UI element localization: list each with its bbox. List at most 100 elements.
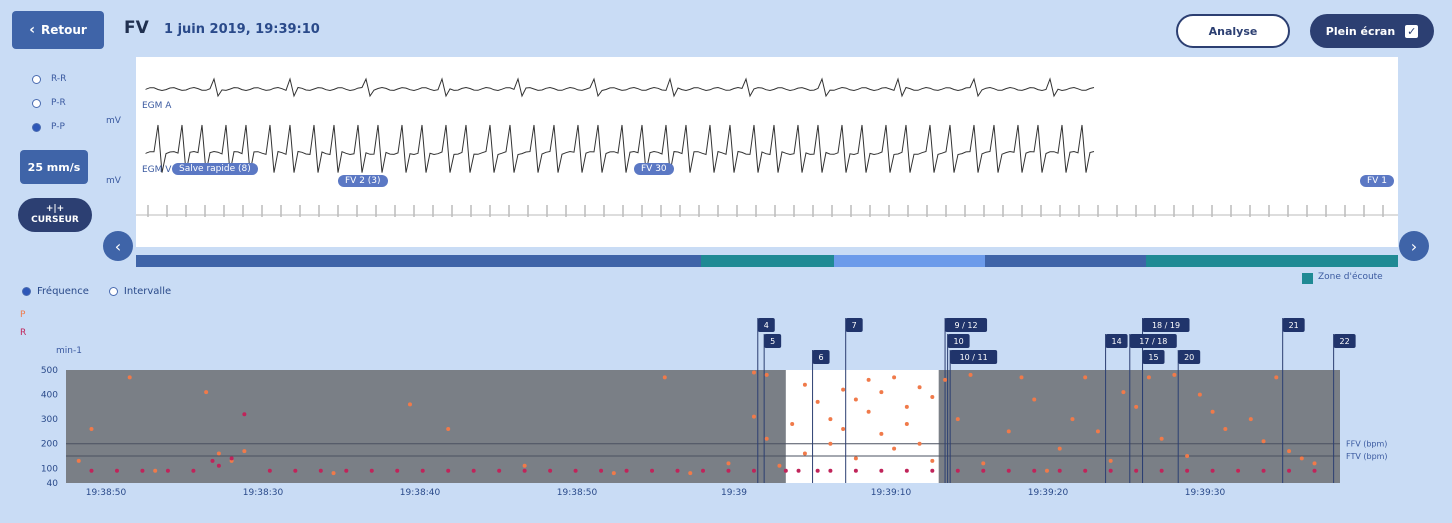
data-point-p xyxy=(815,399,820,404)
data-point-r xyxy=(114,468,119,473)
timeline-segment[interactable] xyxy=(136,255,702,267)
data-point-p xyxy=(1185,453,1190,458)
data-point-p xyxy=(751,370,756,375)
data-point-r xyxy=(815,468,820,473)
data-point-p xyxy=(879,390,884,395)
data-point-p xyxy=(955,417,960,422)
data-point-p xyxy=(1032,397,1037,402)
highlight-region xyxy=(785,370,939,483)
data-point-p xyxy=(751,414,756,419)
data-point-r xyxy=(1287,468,1292,473)
radio-pp[interactable]: P-P xyxy=(32,122,65,132)
timeline-segment[interactable] xyxy=(833,255,986,267)
data-point-p xyxy=(1134,404,1139,409)
analyse-button[interactable]: Analyse xyxy=(1176,14,1290,48)
data-point-r xyxy=(573,468,578,473)
data-point-p xyxy=(407,402,412,407)
episode-marker-box xyxy=(1129,334,1177,348)
y-tick-label: 40 xyxy=(47,479,59,489)
data-point-p xyxy=(943,377,948,382)
data-point-p xyxy=(1044,468,1049,473)
data-point-p xyxy=(89,426,94,431)
annotation-fv2[interactable]: FV 2 (3) xyxy=(338,175,388,187)
data-point-r xyxy=(318,468,323,473)
data-point-r xyxy=(89,468,94,473)
timeline-segment[interactable] xyxy=(985,255,1146,267)
data-point-r xyxy=(783,468,788,473)
timeline-segment[interactable] xyxy=(701,255,834,267)
data-point-r xyxy=(955,468,960,473)
radio-selected-icon[interactable] xyxy=(22,287,31,296)
episode-marker-box xyxy=(1178,350,1201,364)
x-tick-label: 19:39:30 xyxy=(1185,488,1226,498)
data-point-r xyxy=(210,458,215,463)
x-tick-label: 19:38:50 xyxy=(86,488,127,498)
data-point-r xyxy=(1185,468,1190,473)
data-point-r xyxy=(420,468,425,473)
timeline-bar[interactable] xyxy=(136,255,1398,267)
y-tick-label: 500 xyxy=(41,366,58,376)
scatter-chart[interactable]: 40 100 200 300 400 500 19:38:50 19:38:30 19:38:4… xyxy=(0,300,1452,515)
data-point-p xyxy=(662,375,667,380)
data-point-p xyxy=(446,426,451,431)
radio-icon[interactable] xyxy=(32,98,41,108)
episode-marker-box xyxy=(757,318,775,332)
radio-rr-label: R-R xyxy=(51,74,67,84)
data-point-p xyxy=(522,463,527,468)
data-point-p xyxy=(930,395,935,400)
data-point-p xyxy=(1159,436,1164,441)
chevron-right-icon: › xyxy=(1410,236,1418,256)
data-point-p xyxy=(1223,426,1228,431)
radio-icon[interactable] xyxy=(32,74,41,84)
annotation-fv30[interactable]: FV 30 xyxy=(634,163,674,175)
timeline-segment[interactable] xyxy=(1145,255,1398,267)
data-point-p xyxy=(1108,458,1113,463)
episode-marker-label: 6 xyxy=(819,353,824,362)
episode-marker-label: 17 / 18 xyxy=(1139,337,1167,346)
fullscreen-label: Plein écran xyxy=(1325,24,1396,38)
data-point-p xyxy=(828,417,833,422)
data-point-p xyxy=(1019,375,1024,380)
radio-icon[interactable] xyxy=(108,287,118,296)
threshold-label: FFV (bpm) xyxy=(1346,440,1387,449)
data-point-p xyxy=(790,422,795,427)
data-point-p xyxy=(866,377,871,382)
data-point-p xyxy=(904,422,909,427)
y-tick-label: 300 xyxy=(41,415,58,425)
data-point-r xyxy=(1006,468,1011,473)
annotation-salve[interactable]: Salve rapide (8) xyxy=(172,163,258,175)
cursor-button[interactable]: +|+ CURSEUR xyxy=(18,198,92,232)
data-point-r xyxy=(446,468,451,473)
episode-marker-label: 5 xyxy=(770,337,775,346)
annotation-fv1[interactable]: FV 1 xyxy=(1360,175,1394,187)
scroll-right-button[interactable]: › xyxy=(1399,231,1429,261)
radio-selected-icon[interactable] xyxy=(32,122,41,132)
x-tick-label: 19:39:20 xyxy=(1028,488,1069,498)
plot-area xyxy=(66,370,1340,483)
radio-pr-label: P-R xyxy=(51,98,66,108)
data-point-r xyxy=(751,468,756,473)
scroll-left-button[interactable]: ‹ xyxy=(103,231,133,261)
data-point-p xyxy=(153,468,158,473)
legend-r: R xyxy=(20,328,27,338)
data-point-r xyxy=(930,468,935,473)
data-point-r xyxy=(981,468,986,473)
mode-selector[interactable]: Fréquence Intervalle xyxy=(22,286,171,297)
speed-button[interactable]: 25 mm/s xyxy=(20,150,88,184)
data-point-r xyxy=(879,468,884,473)
data-point-p xyxy=(1095,429,1100,434)
data-point-r xyxy=(1159,468,1164,473)
ecg-panel[interactable]: EGM A EGM V Salve rapide (8) FV 2 (3) FV… xyxy=(136,57,1398,247)
data-point-r xyxy=(904,468,909,473)
data-point-r xyxy=(497,468,502,473)
back-button[interactable]: ‹ Retour xyxy=(12,11,104,49)
data-point-p xyxy=(1287,449,1292,454)
y-tick-label: 200 xyxy=(41,440,58,450)
episode-marker-label: 15 xyxy=(1148,353,1158,362)
checkbox-checked-icon[interactable]: ✓ xyxy=(1405,24,1419,38)
data-point-p xyxy=(853,397,858,402)
cursor-icon: +|+ xyxy=(45,204,65,214)
fullscreen-button[interactable]: Plein écran ✓ xyxy=(1310,14,1434,48)
radio-rr[interactable]: R-R xyxy=(32,74,66,84)
radio-pr[interactable]: P-R xyxy=(32,98,66,108)
